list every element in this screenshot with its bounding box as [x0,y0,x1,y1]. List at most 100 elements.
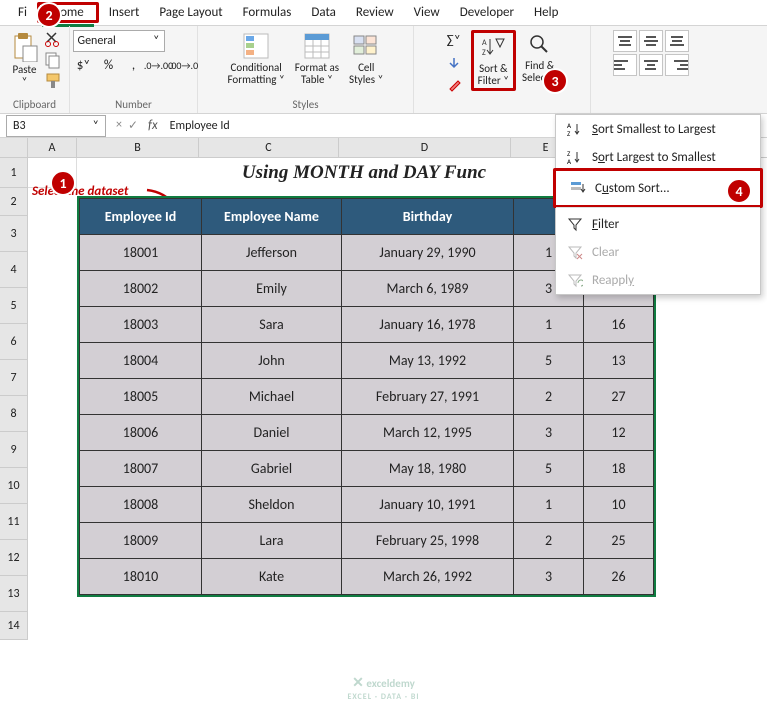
styles-label: Styles [292,98,318,111]
row-1[interactable]: 1 [0,158,28,188]
tab-data[interactable]: Data [301,1,346,24]
row-6[interactable]: 6 [0,324,28,360]
svg-text:A: A [482,38,487,48]
group-number: General˅ $˅ % , .0→.00 .00→.0 Number [70,26,198,113]
table-header: Employee Name [202,199,342,235]
sort-filter-button[interactable]: AZ Sort & Filter ˅ [474,33,513,88]
tab-view[interactable]: View [404,1,450,24]
tab-help[interactable]: Help [524,1,568,24]
row-9[interactable]: 9 [0,432,28,468]
find-icon [527,32,553,58]
table-row[interactable]: 18009LaraFebruary 25, 1998225 [80,523,654,559]
cell-styles-button[interactable]: Cell Styles ˅ [345,30,387,87]
inc-decimal-button[interactable]: .0→.00 [148,55,170,75]
table-row[interactable]: 18005MichaelFebruary 27, 1991227 [80,379,654,415]
name-box[interactable]: B3˅ [6,115,106,137]
format-as-table-button[interactable]: Format as Table ˅ [291,30,343,87]
row-2[interactable]: 2 [0,188,28,216]
watermark: ✕ exceldemy EXCEL · DATA · BI [348,675,420,702]
badge-3: 3 [542,68,568,94]
align-top-button[interactable] [613,30,637,52]
badge-1: 1 [50,170,76,196]
row-12[interactable]: 12 [0,540,28,576]
tab-developer[interactable]: Developer [450,1,524,24]
table-row[interactable]: 18008SheldonJanuary 10, 1991110 [80,487,654,523]
col-C[interactable]: C [199,138,339,157]
fx-icon[interactable]: fx [148,118,158,133]
row-10[interactable]: 10 [0,468,28,504]
col-D[interactable]: D [339,138,511,157]
group-styles: Conditional Formatting ˅ Format as Table… [198,26,414,113]
menu-filter[interactable]: Filter [556,210,760,238]
group-align [590,26,710,113]
table-row[interactable]: 18004JohnMay 13, 1992513 [80,343,654,379]
format-painter-icon[interactable] [44,72,62,90]
cell-styles-icon [352,32,380,60]
tab-formulas[interactable]: Formulas [233,1,302,24]
cut-icon[interactable] [44,30,62,48]
comma-button[interactable]: , [123,55,145,75]
align-middle-button[interactable] [639,30,663,52]
ribbon-body: Paste ˅ Clipboard General˅ $˅ % , .0→.00… [0,26,767,114]
align-bottom-button[interactable] [665,30,689,52]
row-4[interactable]: 4 [0,252,28,288]
number-format-dropdown[interactable]: General˅ [73,30,165,52]
conditional-formatting-button[interactable]: Conditional Formatting ˅ [224,30,289,87]
group-editing: ∑˅ AZ Sort & Filter ˅ Find & Select ˅ [414,26,590,113]
row-5[interactable]: 5 [0,288,28,324]
badge-2: 2 [36,2,62,28]
group-clipboard: Paste ˅ Clipboard [0,26,70,113]
row-3[interactable]: 3 [0,216,28,252]
autosum-button[interactable]: ∑˅ [443,30,465,50]
tab-pagelayout[interactable]: Page Layout [149,1,232,24]
select-all-corner[interactable] [0,138,28,157]
sort-asc-icon: AZ [566,121,584,137]
row-8[interactable]: 8 [0,396,28,432]
menu-sort-asc[interactable]: AZ Sort Smallest to Largest [556,115,760,143]
menu-reapply: Reapply [556,266,760,294]
badge-4: 4 [726,178,752,204]
ribbon-tabs: Fi Home Insert Page Layout Formulas Data… [0,0,767,26]
align-center-button[interactable] [639,54,663,76]
number-label: Number [115,98,152,111]
row-11[interactable]: 11 [0,504,28,540]
clipboard-label: Clipboard [13,98,56,111]
paste-icon [12,32,38,62]
table-row[interactable]: 18003SaraJanuary 16, 1978116 [80,307,654,343]
table-row[interactable]: 18010KateMarch 26, 1992326 [80,559,654,595]
row-13[interactable]: 13 [0,576,28,612]
sort-desc-icon: ZA [566,149,584,165]
row-7[interactable]: 7 [0,360,28,396]
col-A[interactable]: A [28,138,77,157]
fill-button[interactable] [443,53,465,73]
menu-clear: Clear [556,238,760,266]
svg-text:Z: Z [482,48,486,58]
dec-decimal-button[interactable]: .00→.0 [173,55,195,75]
cond-fmt-icon [242,32,270,60]
tab-file[interactable]: Fi [8,1,37,24]
tab-insert[interactable]: Insert [99,1,150,24]
align-right-button[interactable] [665,54,689,76]
percent-button[interactable]: % [98,55,120,75]
svg-text:A: A [567,157,572,165]
menu-sort-desc[interactable]: ZA Sort Largest to Smallest [556,143,760,171]
table-row[interactable]: 18007GabrielMay 18, 1980518 [80,451,654,487]
align-left-button[interactable] [613,54,637,76]
clear-button[interactable] [443,76,465,96]
copy-icon[interactable] [44,51,62,69]
paste-button[interactable]: Paste ˅ [8,30,42,89]
table-header: Birthday [342,199,514,235]
sort-filter-menu: AZ Sort Smallest to Largest ZA Sort Larg… [555,114,761,295]
custom-sort-icon [569,180,587,196]
tab-review[interactable]: Review [346,1,404,24]
reapply-icon [566,272,584,288]
row-14[interactable]: 14 [0,612,28,640]
formula-value[interactable]: Employee Id [164,119,230,133]
sort-filter-icon: AZ [480,35,506,61]
table-row[interactable]: 18006DanielMarch 12, 1995312 [80,415,654,451]
table-icon [303,32,331,60]
col-B[interactable]: B [77,138,199,157]
clear-icon [566,244,584,260]
currency-button[interactable]: $˅ [73,55,95,75]
svg-text:Z: Z [567,129,571,137]
